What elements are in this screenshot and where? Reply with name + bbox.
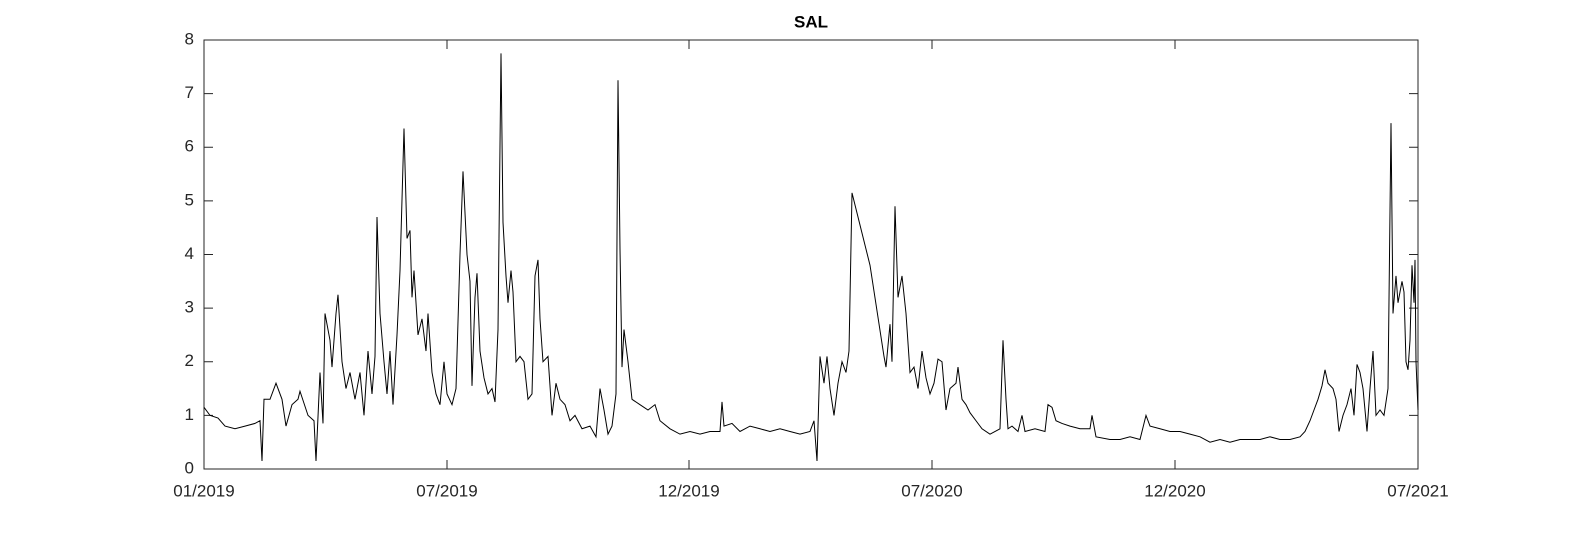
plot-frame [203,39,1419,470]
y-tick-label: 2 [185,351,194,370]
data-line [203,53,1419,461]
x-tick-label: 07/2019 [416,481,477,500]
y-tick-label: 1 [185,405,194,424]
x-tick-label: 12/2020 [1144,481,1205,500]
x-tick-label: 01/2019 [173,481,234,500]
y-tick-label: 4 [185,244,194,263]
x-tick-label: 07/2021 [1387,481,1448,500]
y-tick-label: 3 [185,298,194,317]
y-tick-label: 6 [185,137,194,156]
y-tick-label: 0 [185,458,194,477]
y-tick-label: 8 [185,29,194,48]
x-tick-label: 12/2019 [658,481,719,500]
chart-title: SAL [794,12,828,31]
y-tick-label: 7 [185,83,194,102]
y-tick-label: 5 [185,190,194,209]
x-tick-label: 07/2020 [901,481,962,500]
